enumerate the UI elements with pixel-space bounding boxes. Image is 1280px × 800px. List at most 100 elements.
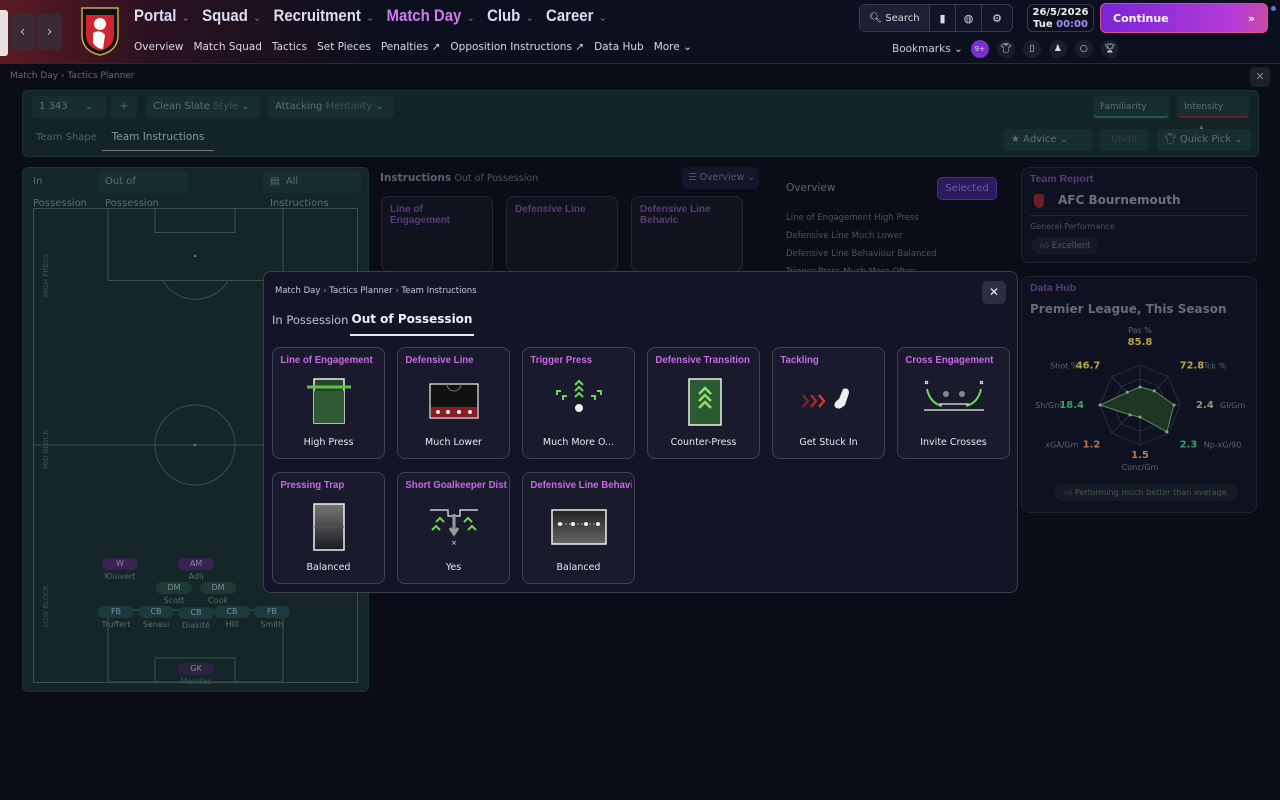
card-trigger-press[interactable]: Trigger Press Much More O... [522,347,635,459]
radar-value: 2.3 [1180,440,1198,451]
shirt-icon[interactable]: 👕︎ [996,40,1015,58]
settings-button[interactable]: ⚙ [982,5,1012,31]
crumb-tactics-planner[interactable]: Tactics Planner [329,286,393,296]
all-instructions-button[interactable]: ▤ All Instructions [263,171,361,209]
subnav-overview[interactable]: Overview [134,41,184,53]
nav-squad[interactable]: Squad ⌄ [202,6,262,25]
instruction-card-bg[interactable]: Line of Engagement [381,196,493,272]
card-tackling[interactable]: Tackling Get Stuck In [772,347,885,459]
nav-recruitment[interactable]: Recruitment ⌄ [273,6,375,25]
player-truffert[interactable]: FB Truffert [93,606,139,629]
tab-team-shape[interactable]: Team Shape [36,132,97,143]
card-defensive-transition[interactable]: Defensive Transition Counter-Press [647,347,760,459]
team-report-panel: Team Report AFC Bournemouth General Perf… [1021,167,1257,263]
card-pressing-trap[interactable]: Pressing Trap Balanced [272,472,385,584]
close-page-button[interactable]: ✕ [1250,67,1270,87]
subnav-opposition-instructions[interactable]: Opposition Instructions ↗ [450,41,585,53]
inbox-icon[interactable]: 9+ [970,40,989,58]
star-icon: ★ [1011,134,1020,145]
side-tab[interactable] [0,10,8,56]
subnav-data-hub[interactable]: Data Hub [594,41,644,53]
nav-match-day[interactable]: Match Day ⌄ [386,6,475,25]
style-select[interactable]: Clean Slate Style ⌄ [146,96,260,118]
player-diakite[interactable]: CB Diakité [173,607,219,630]
defensive-line-behaviour-icon [551,509,607,545]
player-mandas[interactable]: GK Mandas [173,663,219,686]
card-cross-engagement[interactable]: Cross Engagement Invite Crosses [897,347,1010,459]
player-hill[interactable]: CB Hill [209,606,255,629]
crumb-tactics-planner[interactable]: Tactics Planner [67,71,135,81]
bookmarks-dropdown[interactable]: Bookmarks ⌄ [892,43,963,55]
card-defensive-line-behaviour[interactable]: Defensive Line Behavic Balanced [522,472,635,584]
player-scott[interactable]: DM Scott [151,582,197,605]
radar-value: 72.8 [1180,360,1205,371]
card-line-of-engagement[interactable]: Line of Engagement High Press [272,347,385,459]
tab-out-of-possession[interactable]: Out of Possession [98,171,188,209]
mentality-select[interactable]: Attacking Mentality ⌄ [268,96,394,118]
bookmark-button[interactable]: ▮ [930,5,956,31]
refresh-icon[interactable]: ○ [1074,40,1093,58]
gear-icon: ⚙ [992,11,1002,25]
player-adli[interactable]: AM Adli [173,558,219,581]
add-tactic-button[interactable]: + [111,96,137,118]
game-date[interactable]: 26/5/2026 Tue 00:00 [1027,4,1094,32]
notification-dot [1271,6,1276,11]
nav-portal[interactable]: Portal ⌄ [134,6,190,25]
performance-summary-badge: 👍︎ Performing much better than average [1054,484,1237,501]
globe-button[interactable]: ◍ [956,5,982,31]
player-cook[interactable]: DM Cook [195,582,241,605]
close-modal-button[interactable]: ✕ [982,281,1006,304]
view-select[interactable]: ☰ Overview ⌄ [682,167,759,189]
player-senesi[interactable]: CB Senesi [133,606,179,629]
trophy-icon[interactable]: 🏆︎ [1100,40,1119,58]
formation-select[interactable]: 1 343 ⌄ [32,96,106,118]
data-hub-title: Premier League, This Season [1030,302,1227,316]
selected-toggle[interactable]: Selected [937,177,997,200]
crumb-match-day[interactable]: Match Day [275,286,321,296]
intensity-meter: Intensity ▲ [1177,96,1249,134]
subnav-penalties[interactable]: Penalties ↗ [380,41,441,53]
instruction-card-bg[interactable]: Defensive Line Behavic [631,196,743,272]
main-nav: Portal ⌄ Squad ⌄ Recruitment ⌄ Match Day ⌄ C… [134,6,607,26]
chevron-down-icon: ⌄ [181,12,190,24]
radar-axis-label: Conc/Gm [1122,463,1159,472]
card-short-goalkeeper-distribution[interactable]: Short Goalkeeper Distr × Yes [397,472,510,584]
undo-button[interactable]: Undo [1100,129,1148,151]
team-report-label: Team Report [1030,173,1094,185]
continue-button[interactable]: Continue» [1100,3,1268,33]
nav-club[interactable]: Club ⌄ [487,6,534,25]
scout-icon[interactable]: ♟ [1048,40,1067,58]
radar-value: 1.2 [1083,440,1101,451]
advice-button[interactable]: ★ Advice ⌄ [1004,129,1092,151]
pressing-trap-icon [313,503,345,551]
tab-team-instructions[interactable]: Team Instructions [102,131,214,151]
search-button[interactable]: 🔍︎ Search [860,5,930,31]
instruction-card-bg[interactable]: Defensive Line [506,196,618,272]
tab-in-possession[interactable]: In Possession [33,176,88,209]
radar-axis-label: Np-xG/90 [1204,441,1242,450]
forward-button[interactable]: › [37,14,62,50]
radar-axis-label: Sh/Gm [1035,401,1062,410]
phone-icon[interactable]: ▯ [1022,40,1041,58]
player-smith[interactable]: FB Smith [249,606,295,629]
subnav-set-pieces[interactable]: Set Pieces [317,41,371,53]
back-button[interactable]: ‹ [10,14,35,50]
subnav-tactics[interactable]: Tactics [271,41,308,53]
performance-badge: 👍︎ Excellent [1032,237,1099,255]
modal-tab-in-possession[interactable]: In Possession [272,313,349,327]
club-crest-logo[interactable] [79,5,121,57]
card-defensive-line[interactable]: Defensive Line Much Lower [397,347,510,459]
radar-point [1152,389,1156,393]
team-instructions-modal: Match Day › Tactics Planner › Team Instr… [263,271,1018,593]
crumb-match-day[interactable]: Match Day [10,71,59,81]
chevron-down-icon: ⌄ [525,12,534,24]
nav-career[interactable]: Career ⌄ [546,6,607,25]
quick-pick-button[interactable]: 👕︎ Quick Pick ⌄ [1157,129,1251,151]
player-kluivert[interactable]: W Kluivert [97,558,143,581]
subnav-more[interactable]: More ⌄ [653,41,692,53]
subnav-match-squad[interactable]: Match Squad [193,41,262,53]
radar-point [1138,385,1142,389]
club-name[interactable]: AFC Bournemouth [1058,193,1181,207]
modal-tab-out-of-possession[interactable]: Out of Possession [350,312,474,336]
quick-icons: Bookmarks ⌄ 9+ 👕︎ ▯ ♟ ○ 🏆︎ [892,40,1119,58]
